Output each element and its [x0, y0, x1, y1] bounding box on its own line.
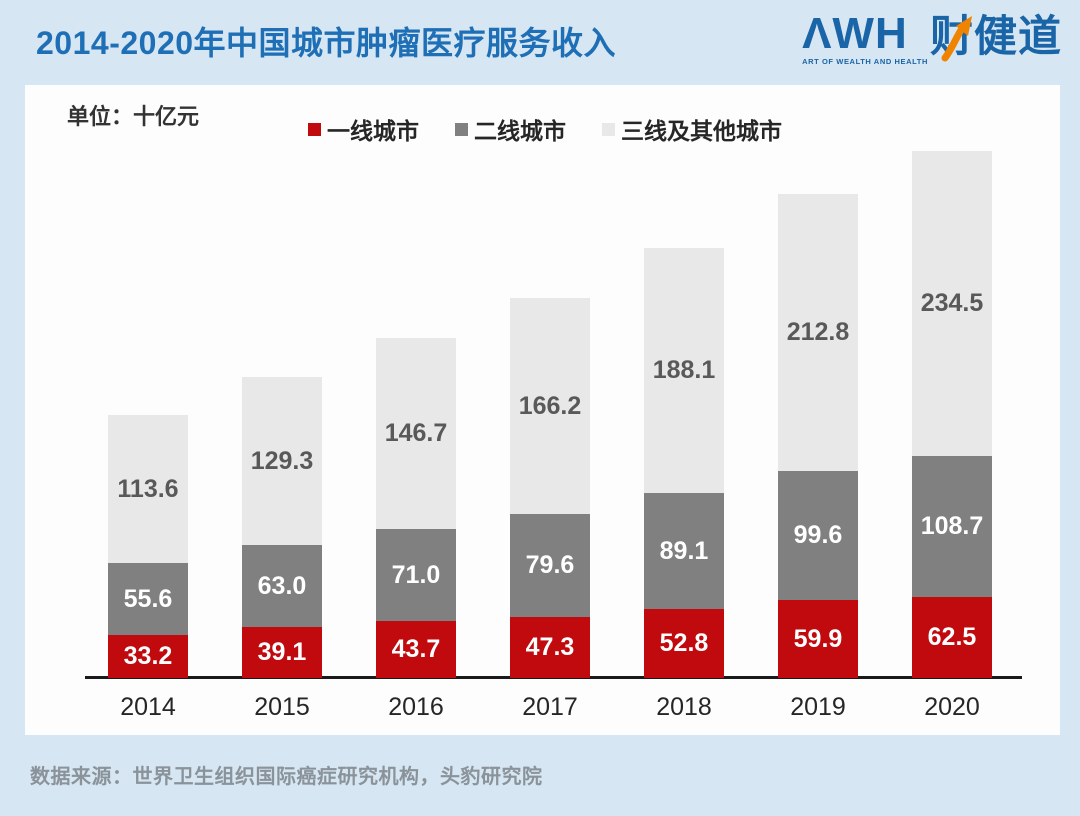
bar-segment: 129.3	[242, 377, 322, 545]
bar-value-label: 113.6	[117, 474, 179, 503]
x-axis-label: 2014	[120, 693, 176, 721]
bar-segment: 71.0	[376, 529, 456, 621]
bar-value-label: 52.8	[659, 629, 709, 657]
bar-segment: 108.7	[912, 456, 992, 597]
chart-panel: 单位：十亿元 一线城市 二线城市 三线及其他城市 33.2 55.6 113.6 2014…	[25, 85, 1060, 735]
source-note: 数据来源：世界卫生组织国际癌症研究机构，头豹研究院	[30, 766, 543, 788]
logo-tagline: ART OF WEALTH AND HEALTH	[802, 57, 928, 66]
bar-value-label: 212.8	[786, 318, 850, 346]
unit-label: 单位：十亿元	[67, 104, 200, 129]
x-axis-label: 2018	[656, 693, 712, 721]
bar-segment: 33.2	[108, 635, 188, 678]
bar-value-label: 129.3	[250, 446, 314, 475]
bar-value-label: 59.9	[793, 624, 843, 653]
x-axis-label: 2019	[790, 693, 846, 721]
x-axis-label: 2017	[522, 693, 578, 721]
bar-column: 39.1 63.0 129.3	[242, 377, 322, 678]
legend: 一线城市 二线城市 三线及其他城市	[308, 112, 782, 146]
bar-value-label: 188.1	[652, 356, 716, 384]
bar-segment: 188.1	[644, 248, 724, 493]
bar-value-label: 47.3	[525, 633, 575, 661]
bar-column: 52.8 89.1 188.1	[644, 248, 724, 678]
bar-segment: 43.7	[376, 621, 456, 678]
bar-value-label: 62.5	[927, 623, 977, 651]
bar-segment: 55.6	[108, 563, 188, 635]
bar-value-label: 108.7	[920, 512, 984, 540]
bar-column: 43.7 71.0 146.7	[376, 338, 456, 678]
bar-column: 62.5 108.7 234.5	[912, 151, 992, 678]
bar-value-label: 79.6	[525, 551, 575, 579]
x-axis-label: 2016	[388, 693, 444, 721]
bar-value-label: 33.2	[123, 642, 173, 670]
bar-column: 59.9 99.6 212.8	[778, 194, 858, 678]
bar-segment: 212.8	[778, 194, 858, 471]
bar-segment: 99.6	[778, 471, 858, 600]
legend-item: 一线城市	[308, 112, 419, 146]
bar-value-label: 234.5	[920, 289, 984, 317]
page-title: 2014-2020年中国城市肿瘤医疗服务收入	[36, 25, 617, 61]
bar-segment: 52.8	[644, 609, 724, 678]
logo-chinese-block: 财健道	[930, 12, 1062, 62]
bar-column: 47.3 79.6 166.2	[510, 298, 590, 678]
bar-value-label: 55.6	[123, 584, 173, 613]
bar-value-label: 39.1	[257, 638, 307, 666]
logo-wordmark: ΛWH	[802, 9, 908, 58]
bar-segment: 166.2	[510, 298, 590, 514]
legend-marker-icon	[602, 122, 615, 136]
bar-value-label: 43.7	[391, 635, 441, 663]
bar-value-label: 89.1	[659, 536, 709, 565]
bar-segment: 63.0	[242, 545, 322, 627]
logo-wordmark-block: ΛWH ART OF WEALTH AND HEALTH	[802, 9, 928, 67]
bar-segment: 79.6	[510, 514, 590, 617]
growth-arrow-icon	[941, 16, 972, 62]
bar-segment: 89.1	[644, 493, 724, 609]
bar-column: 33.2 55.6 113.6	[108, 415, 188, 678]
bar-segment: 47.3	[510, 617, 590, 678]
bar-value-label: 71.0	[391, 560, 441, 589]
bar-segment: 62.5	[912, 597, 992, 678]
legend-label: 一线城市	[327, 118, 419, 144]
plot-area: 33.2 55.6 113.6 2014 39.1 63.0 129.3 2015 43.7 71…	[25, 85, 1060, 735]
legend-item: 二线城市	[455, 112, 566, 146]
bar-value-label: 166.2	[518, 391, 582, 420]
legend-label: 二线城市	[474, 118, 566, 144]
bar-value-label: 63.0	[257, 571, 307, 600]
x-axis-label: 2020	[924, 693, 980, 721]
x-axis-label: 2015	[254, 693, 310, 721]
legend-marker-icon	[455, 122, 468, 136]
bar-segment: 39.1	[242, 627, 322, 678]
bar-value-label: 146.7	[384, 419, 448, 447]
bar-segment: 59.9	[778, 600, 858, 678]
bar-segment: 234.5	[912, 151, 992, 456]
legend-item: 三线及其他城市	[602, 112, 782, 146]
bar-segment: 146.7	[376, 338, 456, 529]
bar-value-label: 99.6	[793, 521, 843, 549]
legend-marker-icon	[308, 122, 321, 136]
legend-label: 三线及其他城市	[621, 118, 782, 144]
brand-logo: ΛWH ART OF WEALTH AND HEALTH 财健道	[802, 9, 1062, 67]
bar-segment: 113.6	[108, 415, 188, 563]
